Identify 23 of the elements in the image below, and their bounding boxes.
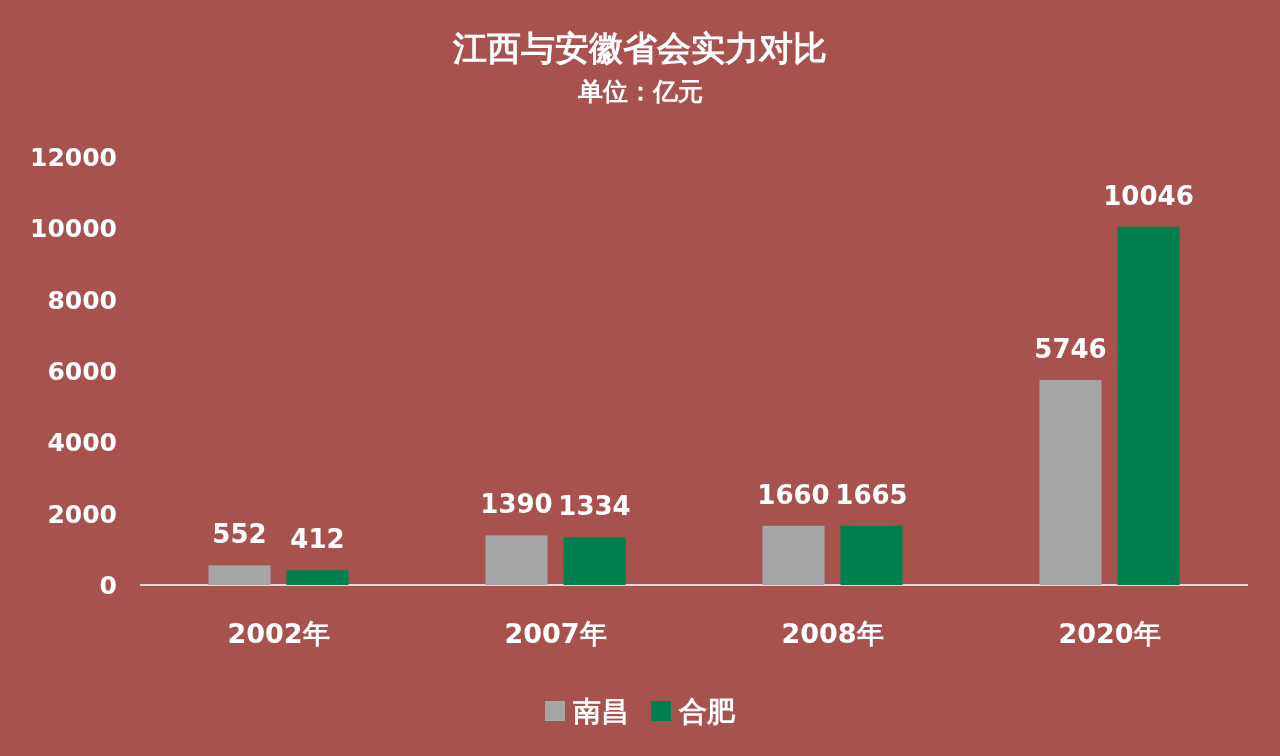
ytick: 10000: [30, 214, 117, 244]
ytick: 6000: [47, 357, 117, 386]
legend-label: 合肥: [678, 695, 736, 728]
data-label: 10046: [1103, 180, 1194, 211]
title: 江西与安徽省会实力对比: [453, 28, 827, 68]
legend-label: 南昌: [572, 695, 629, 728]
data-label: 5746: [1034, 334, 1107, 365]
data-label: 1660: [757, 479, 830, 510]
xtick: 2020年: [1058, 618, 1161, 649]
data-label: 1390: [480, 489, 553, 520]
xtick: 2008年: [781, 618, 884, 649]
ytick: 8000: [47, 285, 117, 315]
subtitle: 单位：亿元: [577, 77, 703, 106]
data-label: 1665: [835, 479, 908, 510]
ytick: 12000: [30, 143, 117, 172]
data-label: 1334: [558, 491, 631, 522]
xtick: 2002年: [227, 618, 330, 649]
xtick: 2007年: [504, 618, 607, 649]
ytick: 2000: [47, 499, 117, 529]
ytick: 0: [99, 571, 117, 600]
ytick: 4000: [47, 428, 117, 458]
data-label: 552: [212, 519, 267, 550]
data-label: 412: [290, 524, 345, 555]
